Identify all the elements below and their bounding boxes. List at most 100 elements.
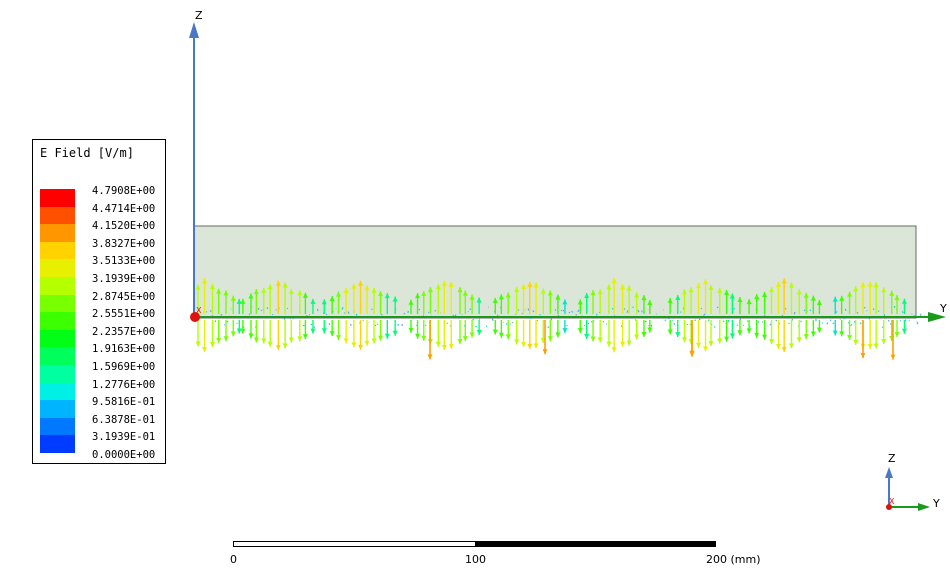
field-vector (746, 320, 749, 322)
field-vector-head (729, 293, 735, 299)
field-vector-head (689, 351, 695, 357)
field-vector-head (527, 281, 533, 287)
field-vector-head (696, 342, 702, 348)
field-vector-head (533, 343, 539, 349)
field-vector-head (853, 339, 859, 345)
field-vector (313, 326, 316, 329)
field-vector-head (378, 335, 384, 341)
field-vector-head (681, 337, 687, 343)
legend-value: 1.2776E+00 (92, 378, 156, 391)
field-vector (850, 324, 853, 327)
legend-swatch (40, 224, 75, 242)
field-vector-head (209, 284, 215, 290)
legend-swatch (40, 241, 75, 260)
field-vector-head (408, 327, 414, 333)
field-vector (571, 310, 574, 313)
legend-value: 2.5551E+00 (92, 308, 156, 321)
field-vector-head (540, 288, 546, 294)
field-vector-head (521, 283, 527, 289)
field-legend[interactable]: E Field [V/m] 4.7908E+00 4.4714E+00 4.15… (32, 139, 166, 464)
origin-x-label: X (196, 306, 202, 315)
field-vector-head (746, 299, 752, 305)
field-vector (698, 318, 701, 321)
field-vector-head (641, 295, 647, 301)
field-vector-head (762, 334, 768, 340)
field-vector-head (703, 346, 709, 352)
field-vector (889, 323, 892, 325)
field-vector-head (675, 332, 681, 338)
field-vector-head (310, 328, 316, 334)
field-vector-head (606, 341, 612, 347)
field-vector (826, 322, 829, 325)
field-vector-head (408, 299, 414, 305)
field-vector-head (754, 332, 760, 338)
field-vector-head (681, 289, 687, 295)
field-vector-head (415, 293, 421, 299)
field-vector-head (415, 333, 421, 339)
field-vector (418, 308, 421, 311)
field-vector-head (729, 333, 735, 339)
field-vector-head (853, 286, 859, 292)
field-vector (302, 324, 305, 327)
field-vector (757, 320, 760, 323)
field-vector (893, 305, 896, 308)
field-vector (637, 309, 640, 313)
field-vector-head (781, 278, 787, 284)
field-vector-head (860, 353, 866, 359)
field-vector-head (469, 294, 475, 300)
field-vector-head (435, 341, 441, 347)
field-vector-head (240, 328, 246, 334)
field-vector-head (788, 343, 794, 349)
field-vector (547, 326, 550, 328)
field-vector-head (527, 343, 533, 349)
field-vector-head (803, 292, 809, 298)
field-vector (209, 310, 212, 312)
field-vector-head (562, 328, 568, 334)
field-vector-head (448, 281, 454, 287)
field-vector-head (351, 283, 357, 289)
field-vector (527, 308, 530, 311)
field-vector (650, 324, 653, 327)
field-vector (739, 318, 742, 321)
field-vector-head (230, 331, 236, 337)
legend-swatch (40, 294, 75, 313)
field-vector-head (216, 288, 222, 294)
field-vector (664, 319, 667, 322)
field-vector (872, 308, 875, 311)
field-vector (868, 317, 871, 320)
field-vector-head (364, 340, 370, 346)
field-vector-head (717, 338, 723, 344)
field-vector-head (492, 297, 498, 303)
field-vector (562, 309, 565, 312)
field-vector-head (547, 336, 553, 342)
field-vector-head (542, 349, 548, 355)
field-vector-head (788, 282, 794, 288)
field-vector (901, 311, 904, 314)
field-vector-head (901, 298, 907, 304)
field-vector (341, 307, 344, 310)
field-vector (316, 308, 319, 312)
origin-marker (190, 312, 200, 322)
field-vector-head (873, 343, 879, 349)
field-vector-head (696, 283, 702, 289)
field-vector-head (590, 290, 596, 296)
field-vector (550, 318, 553, 321)
field-vector-head (894, 332, 900, 338)
field-vector-head (611, 347, 617, 353)
field-vector (220, 313, 223, 316)
model-box (193, 225, 917, 319)
legend-swatch (40, 364, 75, 383)
field-vector-head (223, 290, 229, 296)
field-vector (496, 314, 499, 317)
field-vector-head (867, 281, 873, 287)
field-vector-head (216, 337, 222, 343)
field-vector-head (202, 278, 208, 284)
field-vector (355, 313, 358, 316)
legend-value: 9.5816E-01 (92, 396, 156, 409)
field-vector-head (796, 289, 802, 295)
legend-swatch (40, 329, 75, 348)
field-vector-head (597, 337, 603, 343)
field-vector-head (297, 336, 303, 342)
field-vector-head (816, 327, 822, 333)
